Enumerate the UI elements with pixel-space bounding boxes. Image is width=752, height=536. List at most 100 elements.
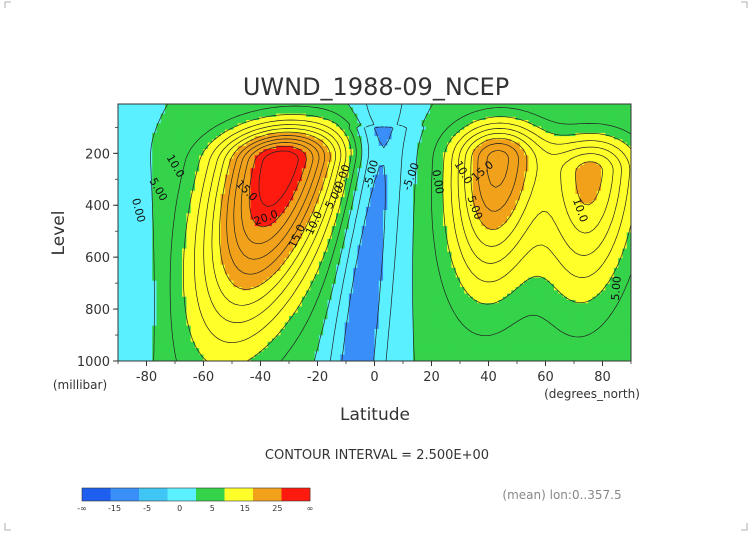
contour-fill-cell: [344, 132, 350, 137]
contour-fill-cell: [323, 126, 329, 131]
contour-fill-cell: [203, 110, 209, 115]
contour-fill-cell: [271, 107, 277, 112]
contour-fill-cell: [425, 139, 431, 144]
contour-fill-cell: [203, 123, 209, 128]
contour-fill-cell: [412, 107, 418, 112]
contour-fill-cell: [472, 145, 478, 150]
contour-fill-cell: [241, 132, 247, 137]
contour-fill-cell: [199, 107, 205, 112]
contour-fill-cell: [532, 113, 538, 118]
contour-fill-cell: [280, 155, 286, 160]
contour-fill-cell: [519, 116, 525, 121]
contour-fill-cell: [541, 126, 547, 131]
contour-fill-cell: [545, 139, 551, 144]
contour-fill-cell: [190, 116, 196, 121]
contour-fill-cell: [173, 165, 179, 169]
contour-fill-cell: [562, 113, 568, 118]
contour-fill-cell: [460, 113, 465, 118]
contour-fill-cell: [289, 139, 294, 144]
contour-fill-cell: [220, 113, 226, 118]
contour-fill-cell: [194, 136, 200, 140]
contour-fill-cell: [212, 104, 217, 108]
contour-fill-cell: [395, 142, 401, 147]
contour-fill-cell: [173, 142, 179, 147]
contour-fill-cell: [554, 120, 559, 124]
contour-fill-cell: [613, 158, 619, 163]
contour-fill-cell: [276, 129, 282, 134]
contour-fill-cell: [417, 136, 423, 140]
contour-fill-cell: [592, 113, 598, 118]
contour-fill-cell: [562, 104, 568, 108]
contour-fill-cell: [541, 142, 547, 147]
contour-fill-cell: [562, 158, 568, 163]
contour-fill-cell: [404, 116, 410, 121]
contour-fill-cell: [344, 181, 350, 185]
contour-fill-cell: [472, 158, 478, 163]
contour-fill-cell: [494, 110, 500, 115]
contour-fill-cell: [430, 152, 435, 156]
contour-fill-cell: [301, 148, 307, 153]
contour-fill-cell: [622, 168, 628, 173]
contour-fill-cell: [472, 123, 478, 128]
contour-fill-cell: [489, 116, 495, 121]
contour-fill-cell: [412, 148, 418, 153]
contour-fill-cell: [156, 148, 162, 153]
contour-fill-cell: [511, 177, 517, 182]
contour-fill-cell: [156, 142, 162, 147]
contour-fill-cell: [122, 126, 128, 131]
contour-fill-cell: [147, 148, 153, 153]
contour-fill-cell: [306, 107, 311, 112]
contour-fill-cell: [301, 171, 307, 176]
contour-fill-cell: [549, 148, 555, 153]
contour-fill-cell: [618, 129, 624, 134]
contour-fill-cell: [489, 148, 495, 153]
contour-fill-cell: [451, 158, 457, 163]
contour-fill-cell: [165, 129, 170, 134]
contour-fill-cell: [588, 171, 594, 176]
contour-fill-cell: [421, 136, 427, 140]
contour-fill-cell: [498, 129, 504, 134]
contour-fill-cell: [229, 136, 235, 140]
contour-fill-cell: [387, 177, 393, 182]
contour-fill-cell: [160, 136, 166, 140]
contour-fill-cell: [203, 152, 209, 156]
contour-fill-cell: [519, 139, 525, 144]
contour-fill-cell: [122, 123, 128, 128]
contour-fill-cell: [263, 126, 269, 131]
contour-fill-cell: [592, 142, 598, 147]
contour-fill-cell: [207, 168, 213, 173]
contour-fill-cell: [387, 165, 393, 169]
contour-fill-cell: [284, 155, 290, 160]
contour-fill-cell: [156, 129, 162, 134]
contour-fill-cell: [263, 152, 269, 156]
contour-fill-cell: [532, 165, 538, 169]
contour-fill-cell: [408, 155, 414, 160]
contour-fill-cell: [220, 174, 226, 179]
contour-fill-cell: [498, 168, 504, 173]
contour-fill-cell: [310, 168, 316, 173]
contour-fill-cell: [545, 126, 551, 131]
contour-fill-cell: [434, 123, 440, 128]
contour-fill-cell: [455, 113, 461, 118]
contour-fill-cell: [588, 129, 594, 134]
contour-fill-cell: [289, 168, 294, 173]
contour-fill-cell: [348, 145, 354, 150]
contour-fill-cell: [126, 142, 132, 147]
contour-fill-cell: [613, 107, 619, 112]
contour-fill-cell: [147, 116, 153, 121]
contour-fill-cell: [169, 177, 175, 182]
contour-fill-cell: [293, 177, 299, 182]
contour-fill-cell: [601, 110, 606, 115]
contour-fill-cell: [203, 139, 209, 144]
contour-fill-cell: [489, 145, 495, 150]
contour-fill-cell: [507, 158, 512, 163]
contour-fill-cell: [310, 174, 316, 179]
contour-fill-cell: [267, 177, 273, 182]
contour-fill-cell: [135, 104, 140, 108]
contour-fill-cell: [583, 177, 589, 182]
contour-fill-cell: [515, 145, 521, 150]
contour-fill-cell: [190, 177, 196, 182]
contour-fill-cell: [241, 155, 247, 160]
contour-fill-cell: [477, 155, 482, 160]
contour-fill-cell: [224, 129, 230, 134]
